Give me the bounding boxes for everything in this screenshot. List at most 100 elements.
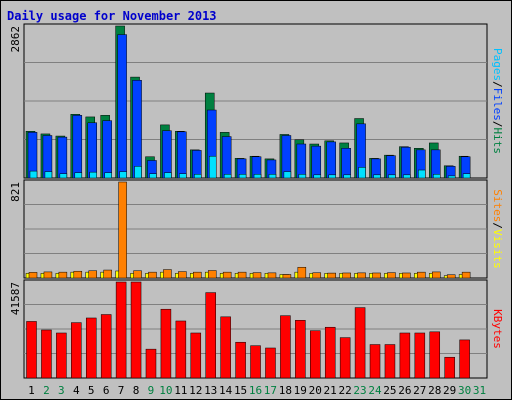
bar-sites-day-9	[148, 271, 157, 279]
bar-pages-day-25	[388, 174, 396, 179]
x-label-day-12: 12	[189, 384, 202, 397]
x-label-day-27: 27	[413, 384, 426, 397]
bar-kbytes-day-11	[175, 320, 187, 379]
bar-sites-day-22	[342, 272, 351, 279]
x-label-day-17: 17	[264, 384, 277, 397]
bar-sites-day-21	[327, 272, 336, 279]
bar-pages-day-15	[238, 174, 247, 179]
bar-sites-day-1	[28, 272, 38, 279]
x-label-day-24: 24	[368, 384, 382, 397]
bar-files-day-26	[401, 146, 411, 179]
x-label-day-8: 8	[133, 384, 140, 397]
side-label-part: Hits	[491, 128, 504, 155]
bar-files-day-3	[57, 136, 68, 179]
chart-title: Daily usage for November 2013	[7, 9, 217, 23]
bar-kbytes-day-25	[384, 344, 396, 379]
bar-files-day-5	[87, 122, 97, 179]
panel-hits-files-pages	[23, 23, 488, 179]
x-label-day-28: 28	[428, 384, 441, 397]
x-label-day-1: 1	[28, 384, 35, 397]
x-label-day-21: 21	[324, 384, 337, 397]
side-legend-kbytes: KBytes	[491, 309, 504, 349]
bar-kbytes-day-4	[71, 322, 82, 379]
bar-pages-day-1	[29, 170, 38, 179]
panel-kbytes	[23, 279, 488, 379]
bar-pages-day-10	[164, 172, 172, 179]
bar-sites-day-12	[193, 271, 202, 279]
bar-pages-day-13	[208, 155, 217, 179]
side-label-part: Files	[491, 88, 504, 121]
bar-pages-day-14	[223, 174, 232, 179]
bar-pages-day-17	[268, 174, 277, 179]
bar-pages-day-2	[44, 171, 53, 179]
bar-pages-day-3	[59, 173, 68, 179]
bar-pages-day-5	[89, 171, 97, 179]
bar-kbytes-day-6	[100, 314, 112, 379]
bar-pages-day-18	[283, 171, 292, 179]
bar-pages-day-4	[74, 172, 83, 179]
bar-sites-day-13	[207, 270, 217, 279]
bar-kbytes-day-16	[250, 345, 261, 379]
bar-kbytes-day-29	[444, 356, 455, 379]
bar-files-day-21	[326, 141, 336, 179]
bar-files-day-10	[162, 130, 172, 179]
bar-pages-day-23	[358, 167, 366, 179]
x-label-day-6: 6	[103, 384, 110, 397]
bar-sites-day-5	[88, 270, 97, 279]
y-max-label-visits: 821	[9, 182, 22, 202]
x-label-day-23: 23	[353, 384, 366, 397]
bar-pages-day-7	[119, 171, 127, 179]
bar-sites-day-27	[417, 271, 426, 279]
bar-sites-day-29	[446, 274, 456, 279]
bar-sites-day-30	[461, 271, 471, 279]
bar-pages-day-8	[134, 166, 142, 179]
side-label-part: /	[491, 222, 504, 229]
bar-kbytes-day-2	[41, 329, 52, 379]
bar-kbytes-day-19	[295, 320, 306, 379]
x-label-day-20: 20	[309, 384, 322, 397]
side-label-part: Pages	[491, 48, 504, 81]
bar-sites-day-15	[237, 271, 247, 279]
bar-sites-day-24	[372, 272, 381, 279]
bar-kbytes-day-21	[324, 326, 336, 379]
bar-kbytes-day-8	[130, 281, 142, 379]
x-label-day-7: 7	[118, 384, 125, 397]
bar-pages-day-21	[328, 174, 336, 179]
x-label-day-22: 22	[338, 384, 351, 397]
side-label-part: /	[491, 81, 504, 88]
bar-kbytes-day-3	[56, 332, 67, 379]
bar-pages-day-24	[373, 174, 381, 179]
panel-visits-sites	[23, 179, 488, 279]
bar-sites-day-20	[312, 272, 322, 279]
bar-kbytes-day-26	[399, 332, 411, 379]
x-label-day-2: 2	[43, 384, 50, 397]
bar-sites-day-26	[402, 272, 411, 279]
bar-kbytes-day-23	[354, 307, 366, 379]
bar-sites-day-14	[222, 271, 232, 279]
bar-files-day-7	[117, 34, 127, 179]
bar-kbytes-day-20	[310, 330, 321, 379]
bar-kbytes-day-17	[265, 347, 276, 379]
side-label-part: KBytes	[491, 309, 504, 349]
x-label-day-29: 29	[443, 384, 456, 397]
x-label-day-9: 9	[148, 384, 155, 397]
bar-sites-day-18	[282, 274, 292, 279]
bar-sites-day-10	[163, 269, 172, 279]
x-label-day-26: 26	[398, 384, 411, 397]
bar-kbytes-day-5	[85, 317, 97, 379]
x-label-day-5: 5	[88, 384, 95, 397]
x-label-day-31: 31	[473, 384, 486, 397]
bar-pages-day-6	[104, 172, 112, 179]
bar-sites-day-11	[178, 271, 187, 279]
bar-files-day-8	[132, 80, 142, 179]
bar-sites-day-16	[252, 272, 262, 279]
bar-sites-day-6	[103, 269, 112, 279]
x-label-day-15: 15	[234, 384, 247, 397]
x-label-day-4: 4	[73, 384, 80, 397]
x-label-day-11: 11	[174, 384, 187, 397]
bar-files-day-20	[311, 145, 322, 179]
side-label-part: Sites	[491, 189, 504, 222]
bar-files-day-19	[296, 143, 307, 179]
side-label-part: /	[491, 121, 504, 128]
